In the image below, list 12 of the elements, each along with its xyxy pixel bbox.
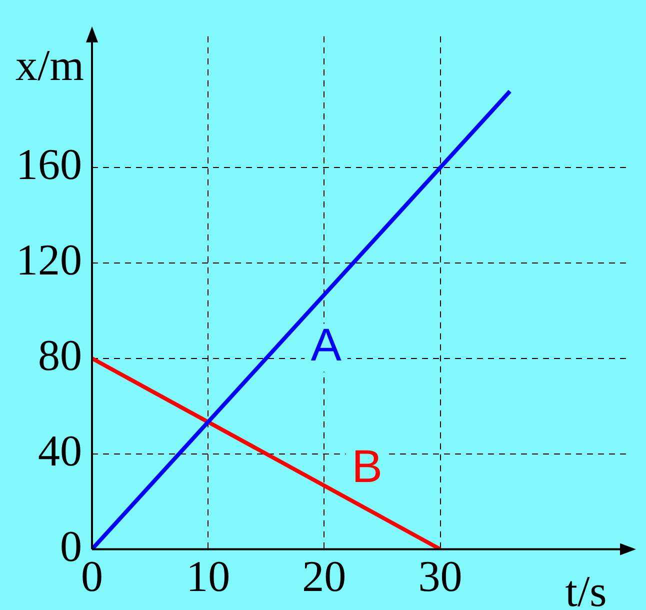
y-tick-label: 120: [16, 236, 82, 285]
y-tick-label: 160: [16, 140, 82, 190]
series-label: A: [310, 318, 342, 370]
x-tick-label: 30: [418, 552, 462, 602]
y-tick-label: 80: [38, 330, 82, 380]
y-tick-label: 40: [38, 426, 82, 476]
x-tick-label: 20: [302, 552, 346, 602]
y-tick-label: 0: [60, 522, 82, 571]
x-tick-label: 10: [186, 552, 230, 602]
x-axis-title: t/s: [565, 566, 607, 610]
series-label: B: [352, 440, 382, 492]
y-axis-title: x/m: [16, 40, 84, 90]
